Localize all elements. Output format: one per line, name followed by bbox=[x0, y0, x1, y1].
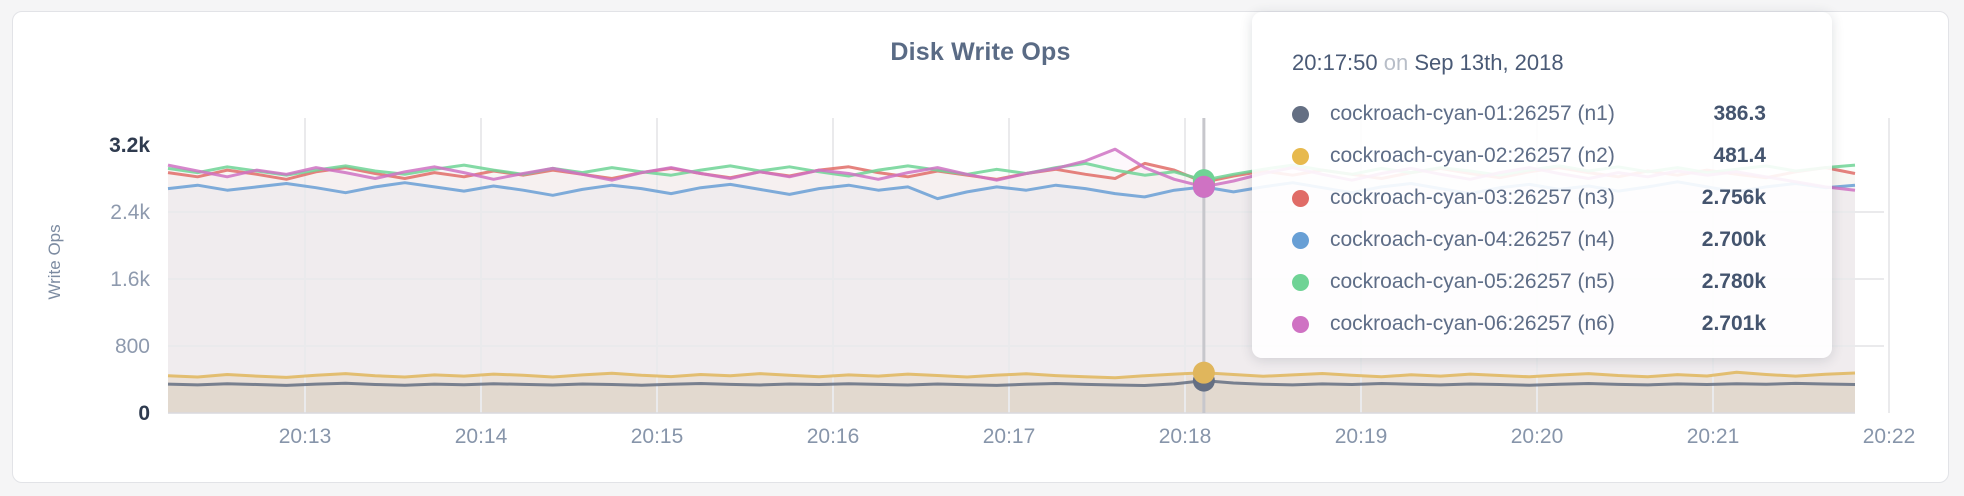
tooltip-series-value: 2.756k bbox=[1701, 186, 1766, 209]
series-color-dot bbox=[1292, 189, 1309, 207]
x-tick-label: 20:17 bbox=[983, 425, 1036, 448]
tooltip-series-label: cockroach-cyan-06:26257 (n6) bbox=[1330, 312, 1615, 335]
tooltip-row: cockroach-cyan-04:26257 (n4) 2.700k bbox=[1292, 219, 1766, 261]
x-tick-label: 20:16 bbox=[807, 425, 860, 448]
tooltip-series-value: 2.780k bbox=[1701, 270, 1766, 293]
series-line-n1 bbox=[167, 379, 1856, 387]
hover-dot-n2 bbox=[1192, 361, 1215, 384]
tooltip-series-label: cockroach-cyan-01:26257 (n1) bbox=[1330, 102, 1615, 125]
tooltip-series-label: cockroach-cyan-02:26257 (n2) bbox=[1330, 144, 1615, 167]
tooltip-series-value: 2.701k bbox=[1701, 312, 1766, 335]
y-tick-label: 2.4k bbox=[110, 201, 150, 224]
tooltip-series-label: cockroach-cyan-04:26257 (n4) bbox=[1330, 228, 1615, 251]
series-color-dot bbox=[1292, 231, 1309, 249]
x-tick-label: 20:22 bbox=[1863, 425, 1916, 448]
tooltip-row: cockroach-cyan-06:26257 (n6) 2.701k bbox=[1292, 303, 1766, 345]
tooltip-conjunction: on bbox=[1383, 50, 1409, 75]
y-tick-label: 0 bbox=[138, 402, 150, 425]
tooltip-row: cockroach-cyan-03:26257 (n3) 2.756k bbox=[1292, 177, 1766, 219]
x-tick-label: 20:21 bbox=[1687, 425, 1740, 448]
y-axis-label: Write Ops bbox=[45, 224, 64, 300]
series-color-dot bbox=[1292, 147, 1309, 165]
tooltip-series-label: cockroach-cyan-05:26257 (n5) bbox=[1330, 270, 1615, 293]
tooltip-row: cockroach-cyan-02:26257 (n2) 481.4 bbox=[1292, 135, 1766, 177]
x-tick-label: 20:14 bbox=[455, 425, 508, 448]
series-color-dot bbox=[1292, 315, 1309, 333]
chart-title: Disk Write Ops bbox=[890, 38, 1071, 66]
x-tick-label: 20:15 bbox=[631, 425, 684, 448]
y-tick-label: 800 bbox=[115, 335, 150, 358]
series-color-dot bbox=[1292, 273, 1309, 291]
tooltip-series-value: 2.700k bbox=[1701, 228, 1766, 251]
tooltip-row: cockroach-cyan-01:26257 (n1) 386.3 bbox=[1292, 93, 1766, 135]
tooltip-series-value: 386.3 bbox=[1713, 102, 1766, 125]
series-area-n2 bbox=[168, 372, 1855, 413]
tooltip-series-list: cockroach-cyan-01:26257 (n1) 386.3 cockroa… bbox=[1292, 93, 1766, 345]
tooltip-series-label: cockroach-cyan-03:26257 (n3) bbox=[1330, 186, 1615, 209]
series-color-dot bbox=[1292, 105, 1309, 123]
tooltip-header: 20:17:50 on Sep 13th, 2018 bbox=[1292, 50, 1766, 76]
tooltip-date: Sep 13th, 2018 bbox=[1414, 50, 1564, 75]
x-tick-label: 20:20 bbox=[1511, 425, 1564, 448]
y-tick-label: 3.2k bbox=[109, 134, 150, 157]
x-tick-label: 20:19 bbox=[1335, 425, 1388, 448]
hover-tooltip: 20:17:50 on Sep 13th, 2018 cockroach-cya… bbox=[1252, 12, 1832, 358]
x-tick-label: 20:18 bbox=[1159, 425, 1212, 448]
tooltip-time: 20:17:50 bbox=[1292, 50, 1378, 75]
y-tick-label: 1.6k bbox=[110, 268, 150, 291]
series-line-n2 bbox=[167, 370, 1856, 380]
tooltip-row: cockroach-cyan-05:26257 (n5) 2.780k bbox=[1292, 261, 1766, 303]
x-tick-label: 20:13 bbox=[279, 425, 332, 448]
hover-dot-n6 bbox=[1192, 175, 1215, 198]
tooltip-series-value: 481.4 bbox=[1713, 144, 1766, 167]
series-area-n1 bbox=[168, 380, 1855, 413]
